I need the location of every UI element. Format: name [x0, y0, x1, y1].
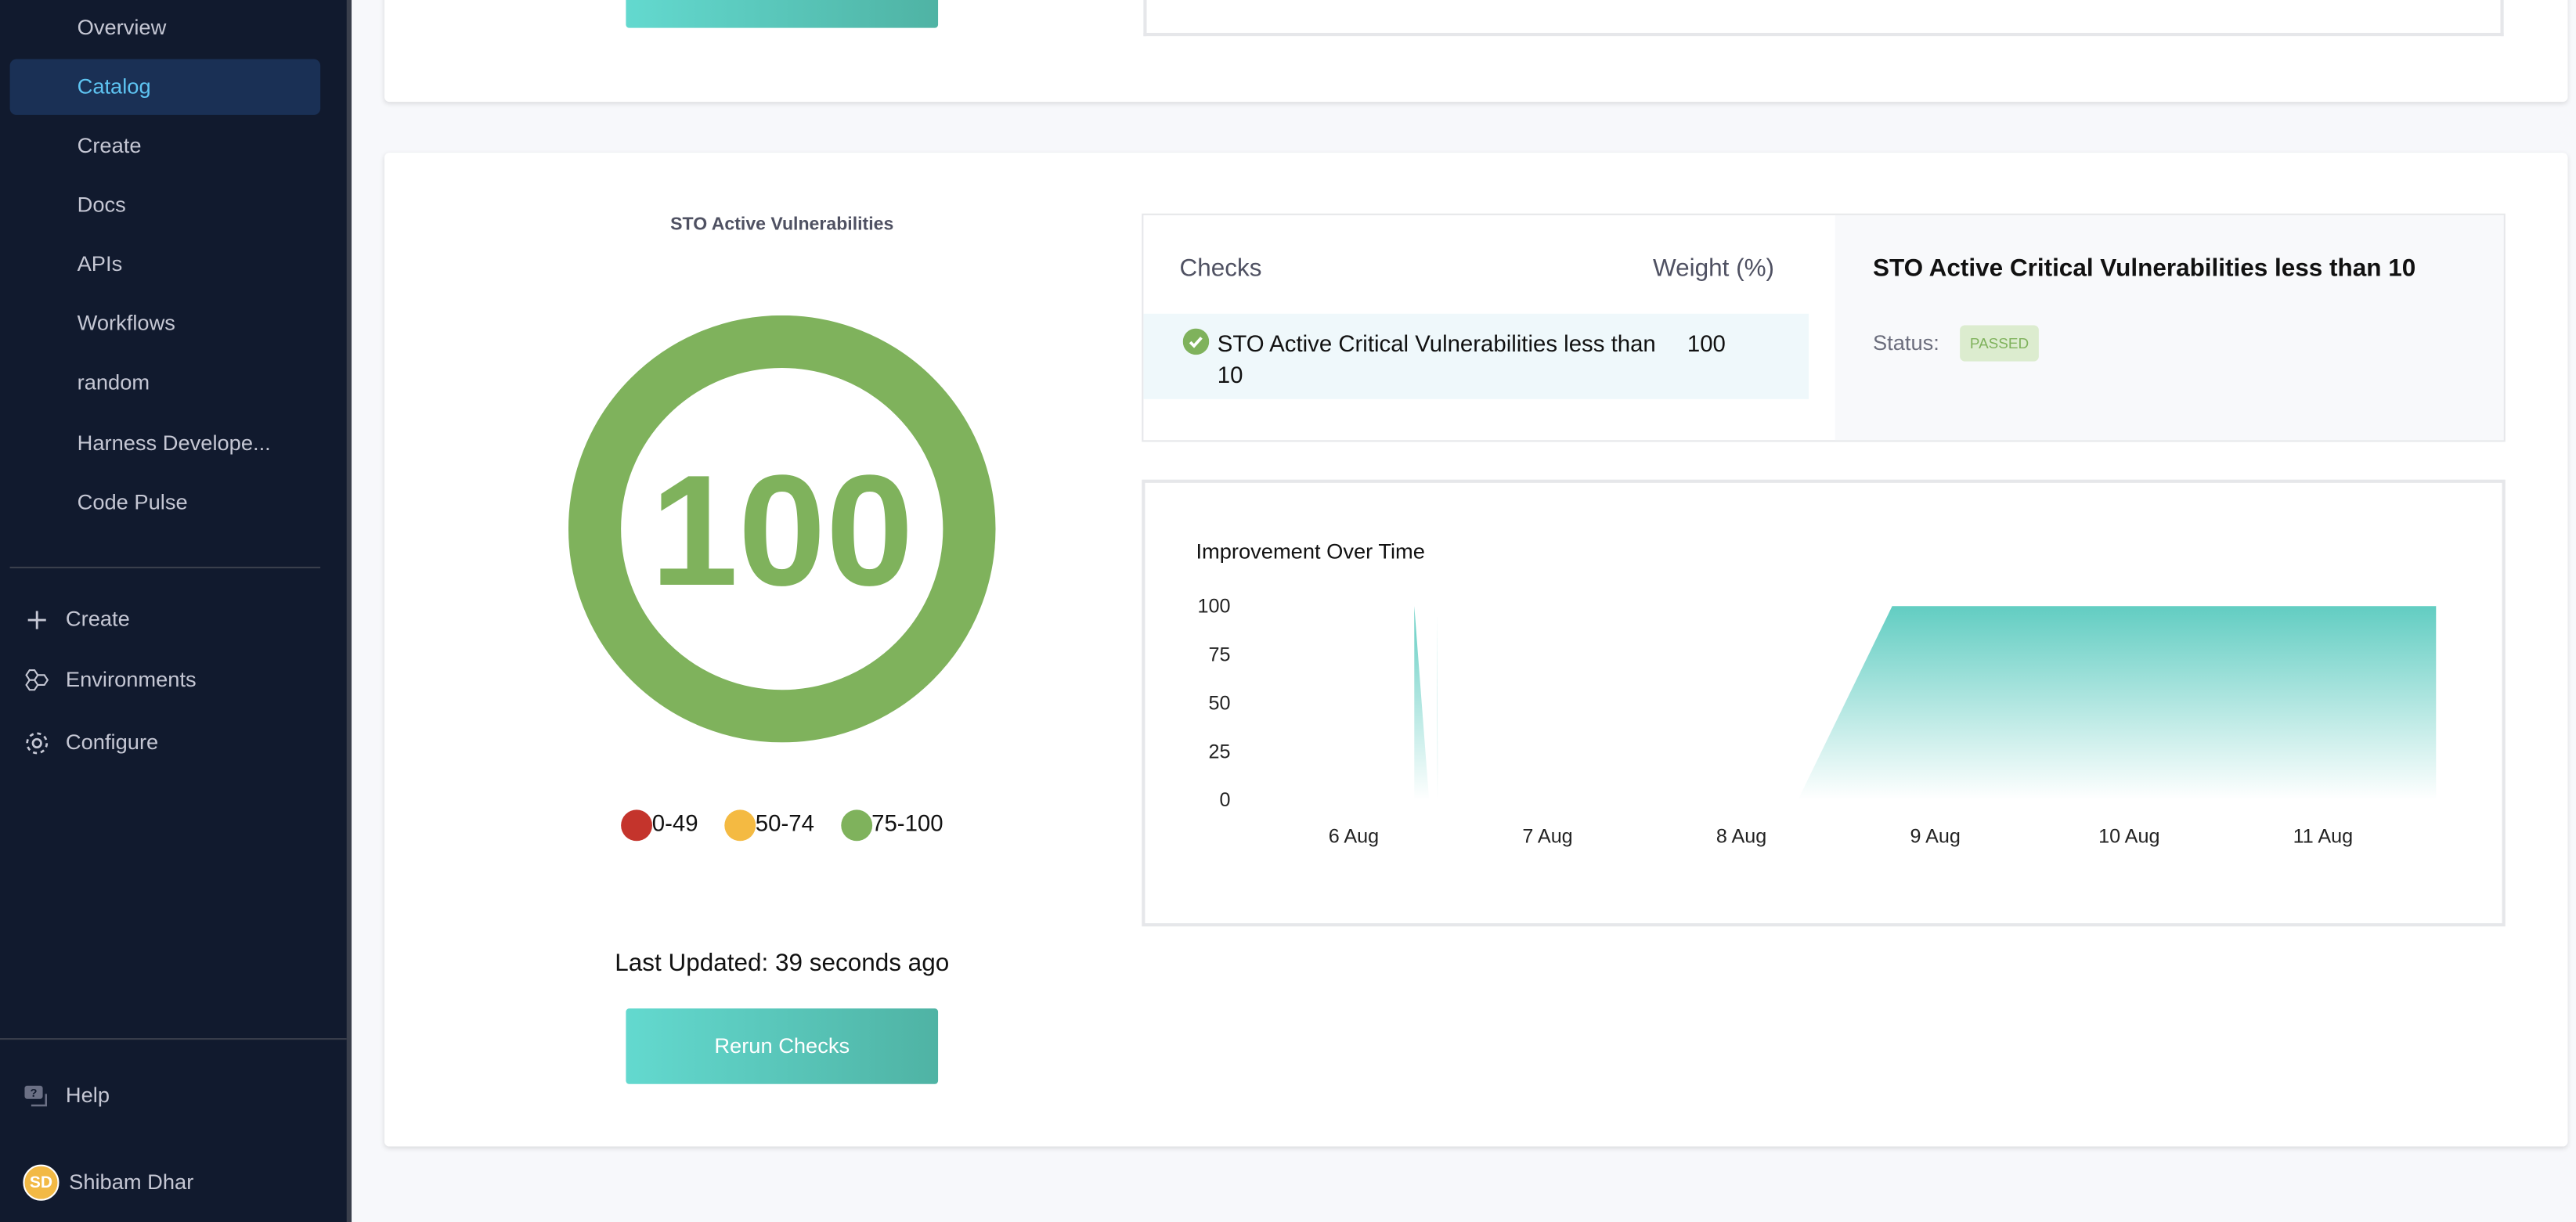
sidebar-item-label: Create: [65, 606, 130, 631]
sidebar-item-label: Catalog: [77, 74, 151, 99]
sidebar-item-random[interactable]: random: [10, 355, 321, 410]
svg-text:?: ?: [31, 1087, 38, 1100]
legend-dot-green: [840, 809, 872, 842]
sidebar-item-create[interactable]: Create: [10, 118, 321, 174]
chart-title: Improvement Over Time: [1196, 539, 1424, 563]
sidebar-item-overview[interactable]: Overview: [10, 0, 321, 56]
improvement-chart: Improvement Over Time 100 75 50 25 0 6 Aug 7 …: [1196, 539, 2437, 847]
sidebar-item-harness-developer[interactable]: Harness Develope...: [10, 416, 321, 471]
sidebar-item-label: Overview: [77, 14, 167, 40]
sidebar-item-docs[interactable]: Docs: [10, 178, 321, 233]
check-detail-title: STO Active Critical Vulnerabilities less…: [1872, 254, 2416, 283]
x-tick-label: 8 Aug: [1716, 825, 1766, 847]
scorecard-title: STO Active Vulnerabilities: [670, 214, 894, 236]
sidebar-item-label: Configure: [65, 729, 159, 755]
last-updated: Last Updated: 39 seconds ago: [615, 949, 950, 978]
sidebar-item-label: random: [77, 369, 150, 395]
previous-checks-panel: [1143, 0, 2504, 37]
sidebar-item-label: Environments: [65, 666, 197, 692]
rerun-checks-button-previous[interactable]: [626, 0, 939, 28]
x-tick-label: 7 Aug: [1522, 825, 1572, 847]
sidebar-divider: [9, 566, 321, 568]
x-tick-label: 10 Aug: [2098, 825, 2159, 847]
avatar[interactable]: SD: [23, 1164, 60, 1201]
check-name: STO Active Critical Vulnerabilities less…: [1217, 330, 1656, 388]
sidebar-item-label: Create: [77, 132, 142, 158]
x-tick-label: 6 Aug: [1329, 825, 1379, 847]
x-tick-label: 11 Aug: [2293, 825, 2353, 847]
sidebar-item-apis[interactable]: APIs: [10, 236, 321, 292]
sidebar-item-code-pulse[interactable]: Code Pulse: [10, 474, 321, 530]
legend-item-low: 0-49: [620, 809, 698, 842]
previous-scorecard-card: [384, 0, 2568, 103]
help-button[interactable]: ? Help: [0, 1071, 347, 1120]
checks-column-header: Checks: [1179, 254, 1262, 283]
help-chat-icon: ?: [24, 1085, 48, 1107]
environments-icon: [25, 669, 49, 691]
y-tick-label: 25: [1209, 741, 1231, 762]
plus-icon: [27, 611, 46, 629]
rerun-checks-button[interactable]: Rerun Checks: [626, 1008, 939, 1084]
sidebar-item-catalog[interactable]: Catalog: [9, 59, 321, 115]
status-label: Status:: [1872, 330, 1939, 355]
sidebar-item-label: Harness Develope...: [77, 430, 271, 456]
user-name[interactable]: Shibam Dhar: [69, 1169, 194, 1195]
sidebar-item-label: Docs: [77, 192, 126, 217]
score-legend: 0-49 50-74 75-100: [384, 809, 1180, 842]
area-segment: [1798, 606, 2437, 800]
status-badge: PASSED: [1960, 325, 2039, 362]
improvement-chart-panel: Improvement Over Time 100 75 50 25 0 6 Aug 7 …: [1142, 479, 2506, 927]
x-tick-label: 9 Aug: [1910, 825, 1961, 847]
sidebar-item-workflows[interactable]: Workflows: [10, 296, 321, 351]
sidebar-create-button[interactable]: Create: [0, 595, 347, 644]
legend-dot-yellow: [723, 809, 756, 842]
check-detail-panel: STO Active Critical Vulnerabilities less…: [1835, 214, 2504, 441]
check-weight: 100: [1687, 330, 1726, 357]
sidebar-item-label: Code Pulse: [77, 489, 188, 514]
check-row[interactable]: STO Active Critical Vulnerabilities less…: [1143, 313, 1809, 399]
area-segment: [1414, 606, 1430, 800]
sidebar-item-label: Workflows: [77, 310, 175, 336]
y-tick-label: 75: [1209, 644, 1231, 666]
score-value: 100: [651, 442, 914, 618]
help-label: Help: [65, 1082, 110, 1108]
legend-item-mid: 50-74: [723, 809, 814, 842]
legend-item-high: 75-100: [840, 809, 943, 842]
sidebar-configure-button[interactable]: Configure: [0, 718, 347, 767]
score-gauge: 100: [568, 315, 996, 743]
sidebar: Overview Catalog Create Docs APIs Workfl…: [0, 0, 352, 1222]
y-tick-label: 0: [1220, 789, 1231, 811]
scorecard-card: STO Active Vulnerabilities 100 0-49 50-7…: [384, 153, 2568, 1147]
sidebar-item-label: APIs: [77, 251, 123, 276]
gear-icon: [26, 732, 49, 755]
checks-panel: STO Active Critical Vulnerabilities less…: [1142, 213, 2506, 442]
weight-column-header: Weight (%): [1652, 254, 1775, 283]
check-passed-icon: [1182, 328, 1210, 355]
sidebar-divider: [0, 1038, 347, 1040]
sidebar-environments-button[interactable]: Environments: [0, 655, 347, 705]
y-tick-label: 50: [1209, 692, 1231, 714]
gauge-ring: [568, 315, 996, 743]
legend-dot-red: [620, 809, 652, 842]
y-tick-label: 100: [1198, 596, 1231, 618]
